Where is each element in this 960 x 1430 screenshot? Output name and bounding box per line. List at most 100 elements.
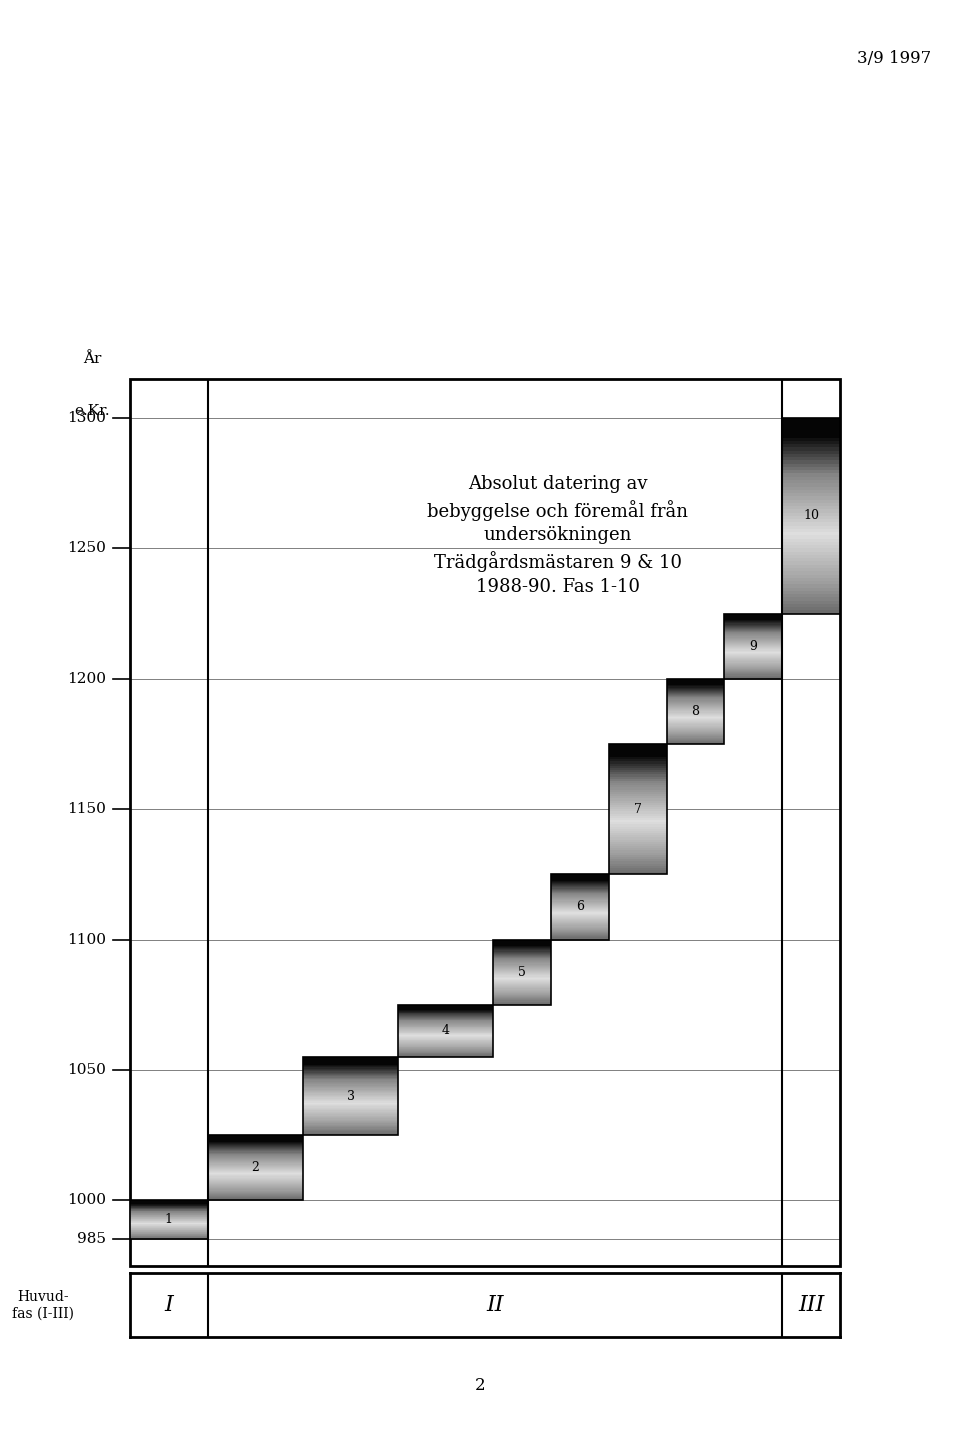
Bar <box>782 506 840 509</box>
Text: 9: 9 <box>750 639 757 652</box>
Bar <box>609 759 666 761</box>
Text: Absolut datering av
bebyggelse och föremål från
undersökningen
Trädgårdsmästaren: Absolut datering av bebyggelse och förem… <box>427 475 688 596</box>
Bar <box>609 834 666 835</box>
Bar <box>782 578 840 581</box>
Bar <box>782 575 840 578</box>
Bar <box>609 864 666 865</box>
Bar <box>782 529 840 532</box>
Text: År: År <box>83 352 102 366</box>
Bar <box>609 752 666 755</box>
Bar <box>609 829 666 831</box>
Bar <box>782 440 840 445</box>
Bar <box>609 847 666 848</box>
Text: 4: 4 <box>442 1024 449 1037</box>
Bar <box>609 842 666 844</box>
Text: 1250: 1250 <box>67 542 106 555</box>
Bar <box>609 838 666 839</box>
Bar <box>130 1200 207 1240</box>
Bar <box>782 430 840 435</box>
Text: 985: 985 <box>77 1233 106 1247</box>
Bar <box>782 483 840 486</box>
Bar <box>782 493 840 496</box>
Text: Huvud-
fas (I-III): Huvud- fas (I-III) <box>12 1290 74 1321</box>
Bar <box>782 588 840 591</box>
Bar <box>782 608 840 611</box>
Bar <box>609 835 666 838</box>
Bar <box>609 819 666 822</box>
Bar <box>782 568 840 571</box>
Bar <box>782 489 840 493</box>
Text: III: III <box>798 1294 825 1316</box>
Bar <box>782 552 840 555</box>
Bar <box>609 805 666 807</box>
Text: 1300: 1300 <box>67 410 106 425</box>
Bar <box>609 761 666 764</box>
Text: 2: 2 <box>474 1377 486 1394</box>
Text: 8: 8 <box>691 705 700 718</box>
Bar <box>609 825 666 827</box>
Bar <box>782 601 840 603</box>
Bar <box>207 1135 303 1200</box>
Bar <box>782 545 840 549</box>
Bar <box>609 797 666 798</box>
Bar <box>609 768 666 771</box>
Bar <box>782 438 840 440</box>
Bar <box>398 1005 493 1057</box>
Bar <box>782 460 840 463</box>
Bar <box>609 756 666 759</box>
Bar <box>782 458 840 460</box>
Text: 1200: 1200 <box>67 672 106 686</box>
Bar <box>609 748 666 751</box>
Bar <box>782 445 840 448</box>
Bar <box>609 872 666 874</box>
Bar <box>609 744 666 874</box>
Text: II: II <box>487 1294 504 1316</box>
Bar <box>609 848 666 851</box>
Bar <box>782 496 840 499</box>
Bar <box>782 453 840 458</box>
Bar <box>609 852 666 855</box>
Text: 1000: 1000 <box>67 1194 106 1207</box>
Text: 1100: 1100 <box>67 932 106 947</box>
Text: 7: 7 <box>634 802 641 815</box>
Bar <box>609 815 666 818</box>
Text: 3/9 1997: 3/9 1997 <box>857 50 931 67</box>
Bar <box>782 571 840 575</box>
Bar <box>782 476 840 480</box>
Bar <box>609 855 666 857</box>
Bar <box>782 499 840 503</box>
Bar <box>782 418 840 422</box>
Bar <box>782 611 840 613</box>
Text: 5: 5 <box>518 965 526 978</box>
Bar <box>609 801 666 802</box>
Bar <box>782 542 840 545</box>
Text: 6: 6 <box>576 901 584 914</box>
Bar <box>303 1057 398 1135</box>
Bar <box>782 468 840 470</box>
Bar <box>609 857 666 859</box>
Bar <box>782 519 840 522</box>
Bar <box>782 549 840 552</box>
Bar <box>609 775 666 776</box>
Bar <box>551 874 609 940</box>
Bar <box>609 772 666 775</box>
Bar <box>782 516 840 519</box>
Bar <box>609 785 666 788</box>
Bar <box>782 463 840 468</box>
Bar <box>609 814 666 815</box>
Bar <box>609 822 666 825</box>
Bar <box>609 751 666 752</box>
Bar <box>609 788 666 789</box>
Bar <box>782 425 840 428</box>
Bar <box>782 581 840 585</box>
Bar <box>782 539 840 542</box>
Bar <box>782 448 840 450</box>
Bar <box>782 591 840 593</box>
Bar <box>609 859 666 861</box>
Bar <box>782 470 840 473</box>
Bar <box>493 940 551 1005</box>
Bar <box>782 558 840 562</box>
Bar <box>609 798 666 801</box>
Bar <box>782 503 840 506</box>
Bar <box>609 831 666 834</box>
